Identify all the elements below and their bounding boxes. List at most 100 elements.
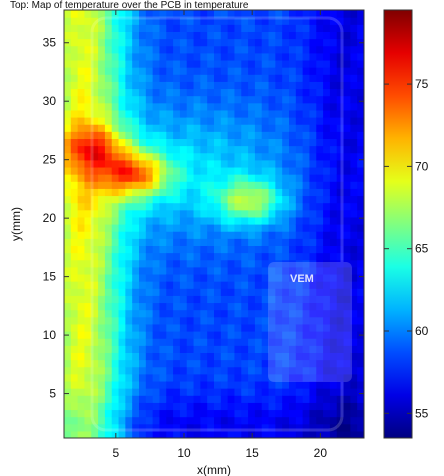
heatmap-cell	[220, 323, 229, 332]
heatmap-cell	[104, 102, 113, 111]
heatmap-cell	[132, 38, 140, 47]
heatmap-cell	[98, 166, 106, 175]
heatmap-cell	[200, 38, 208, 47]
heatmap-cell	[166, 416, 174, 425]
heatmap-cell	[111, 238, 120, 246]
heatmap-cell	[200, 373, 208, 382]
heatmap-cell	[98, 245, 106, 254]
heatmap-cell	[316, 259, 324, 268]
heatmap-cell	[77, 67, 86, 75]
heatmap-cell	[152, 216, 161, 225]
heatmap-cell	[77, 45, 86, 54]
heatmap-cell	[104, 352, 113, 361]
heatmap-cell	[125, 359, 133, 368]
heatmap-cell	[139, 416, 147, 425]
heatmap-cell	[98, 323, 106, 332]
heatmap-cell	[64, 266, 72, 275]
heatmap-cell	[254, 231, 263, 239]
heatmap-cell	[261, 138, 270, 147]
heatmap-cell	[207, 259, 215, 268]
heatmap-cell	[350, 245, 358, 254]
heatmap-cell	[91, 266, 99, 275]
heatmap-cell	[275, 166, 283, 175]
heatmap-cell	[220, 345, 229, 353]
heatmap-cell	[343, 195, 351, 204]
heatmap-cell	[70, 266, 79, 275]
heatmap-cell	[268, 366, 276, 375]
heatmap-cell	[214, 38, 222, 47]
heatmap-cell	[343, 373, 351, 382]
heatmap-cell	[302, 59, 311, 68]
heatmap-cell	[193, 88, 201, 97]
heatmap-cell	[248, 31, 256, 40]
heatmap-cell	[111, 17, 120, 25]
heatmap-cell	[343, 402, 351, 411]
heatmap-cell	[234, 238, 242, 246]
heatmap-cell	[336, 388, 345, 396]
heatmap-cell	[186, 195, 195, 204]
heatmap-cell	[104, 124, 113, 132]
heatmap-cell	[70, 430, 79, 438]
heatmap-cell	[268, 423, 276, 432]
heatmap-cell	[336, 245, 345, 254]
heatmap-cell	[302, 423, 311, 432]
heatmap-cell	[268, 67, 276, 75]
heatmap-cell	[125, 423, 133, 432]
heatmap-cell	[254, 152, 263, 161]
heatmap-cell	[139, 109, 147, 118]
heatmap-cell	[152, 10, 161, 18]
heatmap-cell	[207, 81, 215, 90]
heatmap-cell	[275, 81, 283, 90]
heatmap-cell	[152, 131, 161, 139]
heatmap-cell	[186, 109, 195, 118]
heatmap-cell	[241, 395, 249, 403]
heatmap-cell	[357, 74, 364, 82]
heatmap-cell	[227, 31, 236, 40]
heatmap-cell	[220, 195, 229, 204]
heatmap-cell	[316, 124, 324, 132]
heatmap-cell	[91, 395, 99, 403]
heatmap-cell	[275, 45, 283, 54]
heatmap-cell	[139, 59, 147, 68]
heatmap-cell	[343, 430, 351, 438]
heatmap-cell	[125, 88, 133, 97]
heatmap-cell	[193, 31, 201, 40]
heatmap-cell	[84, 24, 92, 32]
heatmap-cell	[179, 231, 188, 239]
heatmap-cell	[159, 231, 167, 239]
heatmap-cell	[248, 366, 256, 375]
heatmap-cell	[282, 209, 290, 218]
heatmap-cell	[98, 252, 106, 261]
heatmap-cell	[64, 402, 72, 411]
heatmap-cell	[329, 309, 338, 318]
heatmap-cell	[179, 331, 188, 339]
heatmap-cell	[64, 273, 72, 282]
heatmap-cell	[323, 174, 331, 182]
heatmap-cell	[70, 338, 79, 346]
heatmap-cell	[254, 273, 263, 282]
heatmap-cell	[289, 345, 297, 353]
heatmap-cell	[104, 259, 113, 268]
board-outline	[90, 16, 344, 432]
heatmap-cell	[261, 216, 270, 225]
heatmap-cell	[268, 166, 276, 175]
heatmap-cell	[200, 366, 208, 375]
heatmap-cell	[84, 109, 92, 118]
heatmap-cell	[254, 166, 263, 175]
heatmap-cell	[357, 202, 364, 211]
heatmap-cell	[200, 159, 208, 168]
heatmap-cell	[111, 159, 120, 168]
heatmap-cell	[343, 74, 351, 82]
heatmap-cell	[159, 117, 167, 125]
heatmap-cell	[186, 259, 195, 268]
heatmap-cell	[125, 288, 133, 296]
heatmap-cell	[91, 295, 99, 304]
heatmap-cell	[302, 273, 311, 282]
heatmap-cell	[132, 273, 140, 282]
heatmap-cell	[139, 181, 147, 189]
heatmap-cell	[323, 31, 331, 40]
heatmap-cell	[132, 231, 140, 239]
heatmap-cell	[227, 259, 236, 268]
heatmap-cell	[98, 31, 106, 40]
heatmap-cell	[275, 38, 283, 47]
